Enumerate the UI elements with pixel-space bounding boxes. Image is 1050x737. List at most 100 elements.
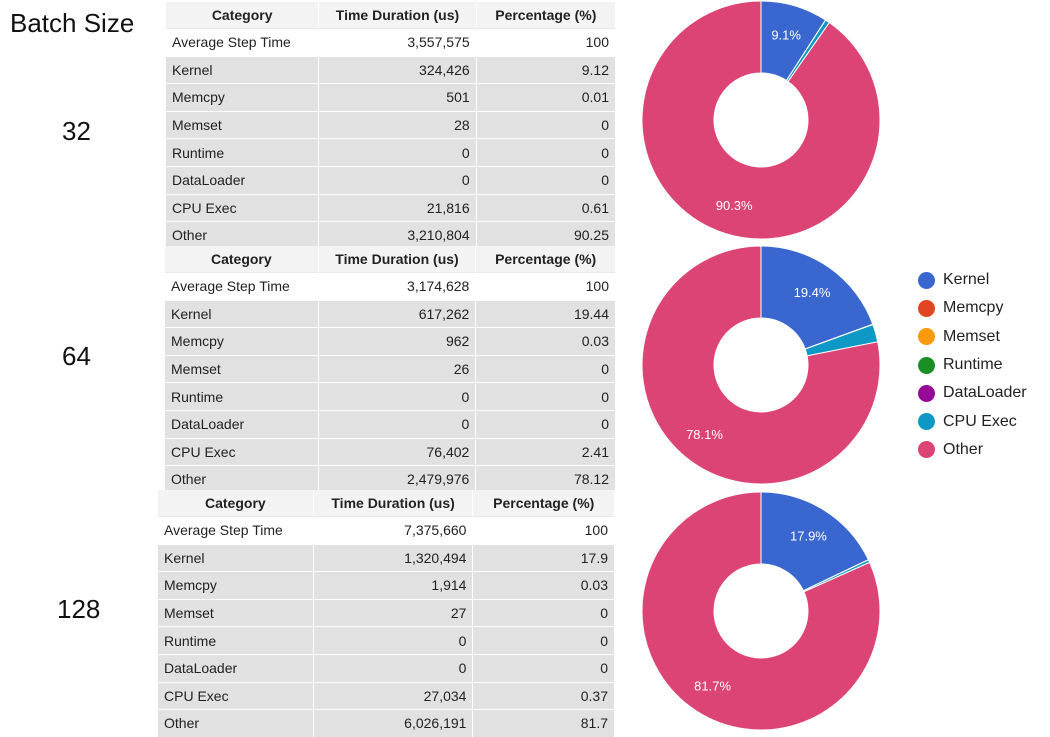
percentage-cell: 2.41 [475, 437, 616, 466]
category-cell: Average Step Time [158, 516, 314, 545]
percentage-cell: 9.12 [476, 55, 617, 84]
table-row: DataLoader 0 0 [158, 653, 615, 683]
legend-swatch [918, 356, 935, 374]
column-header: Category [165, 246, 319, 273]
category-cell: Memcpy [158, 571, 314, 600]
legend-item: Memcpy [918, 294, 1027, 322]
percentage-cell: 0.03 [475, 327, 616, 356]
donut-slice-other [641, 0, 881, 240]
table-row: Memset 27 0 [158, 598, 615, 627]
duration-cell: 324,426 [318, 55, 477, 84]
duration-cell: 27,034 [313, 681, 474, 710]
column-header: Percentage (%) [475, 246, 616, 273]
percentage-cell: 0.61 [476, 193, 617, 222]
duration-cell: 0 [318, 409, 477, 439]
legend-swatch [918, 413, 935, 431]
percentage-cell: 90.25 [476, 221, 617, 249]
duration-cell: 27 [313, 598, 474, 627]
category-cell: Kernel [166, 55, 320, 84]
percentage-cell: 0 [475, 354, 616, 383]
duration-cell: 3,210,804 [318, 221, 477, 249]
duration-cell: 0 [313, 626, 474, 655]
category-cell: Kernel [158, 543, 314, 572]
batch-size-label: 32 [62, 116, 91, 146]
percentage-cell: 0 [472, 626, 615, 655]
category-cell: Runtime [158, 626, 314, 655]
category-cell: CPU Exec [158, 681, 314, 710]
category-cell: Other [158, 709, 314, 737]
donut-chart-64: 19.4% 78.1% [641, 245, 881, 485]
percentage-cell: 81.7 [472, 709, 615, 737]
legend-label: Memset [943, 327, 1000, 345]
slice-label-other: 81.7% [694, 679, 731, 694]
duration-cell: 617,262 [318, 299, 477, 328]
table-row: Average Step Time 3,557,575 100 [166, 28, 617, 57]
duration-cell: 6,026,191 [313, 709, 474, 737]
duration-cell: 1,914 [313, 571, 474, 600]
percentage-cell: 0.37 [472, 681, 615, 710]
donut-slice-other [641, 491, 881, 731]
column-header: Percentage (%) [476, 2, 617, 29]
percentage-cell: 78.12 [475, 465, 616, 493]
legend-item: Runtime [918, 351, 1027, 379]
legend-label: DataLoader [943, 384, 1027, 402]
legend-swatch [918, 384, 935, 402]
duration-cell: 501 [318, 83, 477, 112]
column-header: Category [158, 490, 314, 517]
legend-item: Memset [918, 323, 1027, 351]
slice-label-kernel: 19.4% [794, 285, 831, 300]
table-row: Runtime 0 0 [158, 626, 615, 655]
table-row: Memset 26 0 [165, 354, 616, 383]
column-header: Time Duration (us) [318, 246, 477, 273]
percentage-cell: 0 [472, 598, 615, 627]
duration-cell: 0 [313, 653, 474, 683]
legend-swatch [918, 299, 935, 317]
legend-label: Other [943, 440, 984, 458]
column-header: Percentage (%) [472, 490, 615, 517]
percentage-cell: 17.9 [472, 543, 615, 572]
percentage-cell: 100 [475, 272, 616, 301]
percentage-cell: 0 [475, 409, 616, 439]
donut-slice-kernel [760, 245, 874, 350]
column-header: Time Duration (us) [318, 2, 477, 29]
legend-item: DataLoader [918, 379, 1027, 407]
legend-label: Memcpy [943, 299, 1004, 317]
category-cell: DataLoader [158, 653, 314, 683]
breakdown-table-32: Category Time Duration (us) Percentage (%)… [166, 2, 617, 249]
table-row: Other 6,026,191 81.7 [158, 709, 615, 737]
category-cell: Memcpy [166, 83, 320, 112]
donut-slice-other [641, 245, 881, 485]
duration-cell: 0 [318, 382, 477, 411]
category-cell: DataLoader [166, 165, 320, 195]
table-row: CPU Exec 27,034 0.37 [158, 681, 615, 710]
table-row: Other 3,210,804 90.25 [166, 221, 617, 249]
slice-label-other: 78.1% [686, 427, 723, 442]
category-cell: Average Step Time [165, 272, 319, 301]
percentage-cell: 0 [475, 382, 616, 411]
legend-swatch [918, 441, 935, 459]
table-row: CPU Exec 21,816 0.61 [166, 193, 617, 222]
table-row: Kernel 324,426 9.12 [166, 55, 617, 84]
legend-item: Kernel [918, 266, 1027, 294]
duration-cell: 28 [318, 110, 477, 139]
legend-label: Kernel [943, 271, 990, 289]
donut-chart-32: 9.1% 90.3% [641, 0, 881, 240]
legend-item: Other [918, 436, 1027, 464]
category-cell: DataLoader [165, 409, 319, 439]
percentage-cell: 0.01 [476, 83, 617, 112]
category-cell: Memset [166, 110, 320, 139]
table-row: Memcpy 1,914 0.03 [158, 571, 615, 600]
table-row: Memcpy 501 0.01 [166, 83, 617, 112]
percentage-cell: 0.03 [472, 571, 615, 600]
table-row: CPU Exec 76,402 2.41 [165, 437, 616, 466]
breakdown-table-128: Category Time Duration (us) Percentage (%)… [158, 490, 615, 737]
table-row: Kernel 617,262 19.44 [165, 299, 616, 328]
table-row: Other 2,479,976 78.12 [165, 465, 616, 493]
batch-size-title: Batch Size [10, 8, 135, 38]
category-cell: CPU Exec [166, 193, 320, 222]
category-cell: Runtime [166, 138, 320, 167]
table-header-row: Category Time Duration (us) Percentage (%) [165, 246, 616, 273]
category-cell: Other [165, 465, 319, 493]
percentage-cell: 0 [472, 653, 615, 683]
category-cell: Other [166, 221, 320, 249]
